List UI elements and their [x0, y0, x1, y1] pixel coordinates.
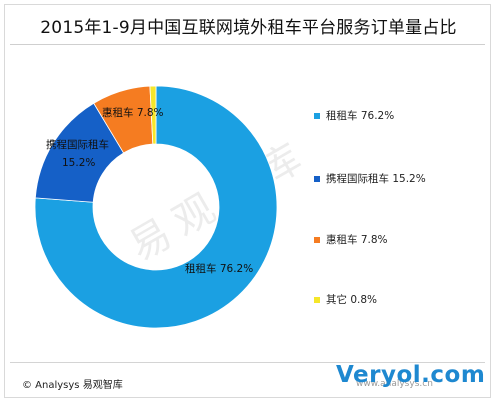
copyright-text: © Analysys 易观智库	[22, 380, 123, 391]
donut-slices	[34, 85, 278, 329]
donut-slice-other	[149, 85, 157, 145]
footer-divider	[10, 362, 485, 363]
legend-swatch	[314, 175, 320, 182]
brand-logo: Veryol.com	[336, 362, 486, 388]
slice-label-ctrip-pct: 15.2%	[62, 157, 95, 169]
donut-slice-zuzuche	[34, 85, 278, 329]
legend-label: 携程国际租车 15.2%	[326, 173, 426, 185]
legend-swatch	[314, 236, 320, 243]
legend-item-ctrip: 携程国际租车 15.2%	[314, 171, 426, 186]
legend-item-zuzuche: 租租车 76.2%	[314, 108, 394, 123]
chart-frame	[4, 4, 491, 398]
legend-swatch	[314, 112, 320, 119]
legend-label: 其它 0.8%	[326, 294, 378, 306]
site-url-text: www.analysys.cn	[356, 379, 433, 389]
legend-item-other: 其它 0.8%	[314, 292, 377, 307]
slice-label-zuzuche: 租租车 76.2%	[185, 262, 253, 275]
slice-label-huizuche: 惠租车 7.8%	[102, 106, 164, 119]
legend-label: 惠租车 7.8%	[326, 234, 388, 246]
title-divider	[10, 44, 485, 45]
legend-swatch	[314, 296, 320, 303]
legend-label: 租租车 76.2%	[326, 110, 395, 122]
slice-label-ctrip-name: 携程国际租车	[46, 138, 109, 151]
legend-item-huizuche: 惠租车 7.8%	[314, 232, 388, 247]
chart-title: 2015年1-9月中国互联网境外租车平台服务订单量占比	[40, 18, 457, 38]
slice-labels: 租租车 76.2% 携程国际租车 15.2% 惠租车 7.8%	[46, 106, 253, 275]
